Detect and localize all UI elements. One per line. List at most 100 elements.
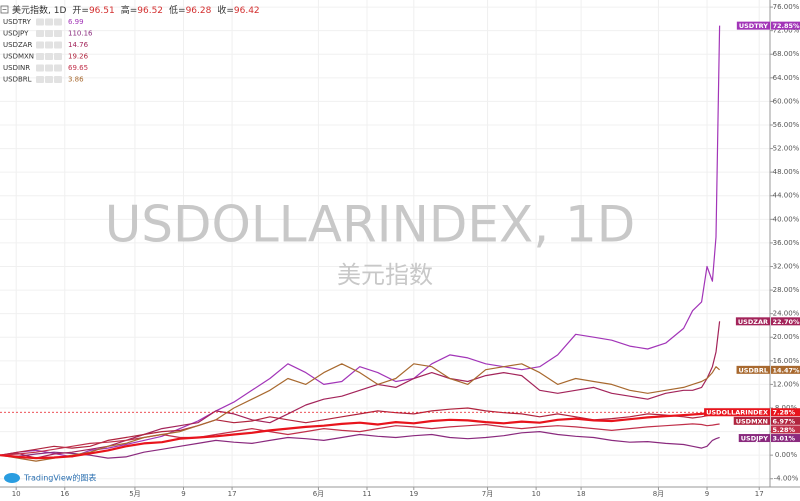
end-label-value: 14.47%	[773, 366, 800, 374]
legend-price: 19.26	[68, 53, 89, 61]
end-label: 7.28% USDOLLARINDEX	[704, 408, 800, 417]
legend-button[interactable]	[54, 64, 62, 72]
y-tick-label: 24.00%	[773, 310, 800, 318]
end-label-name-box	[736, 365, 770, 374]
end-label-name: USDMXN	[736, 417, 768, 425]
series-line	[0, 407, 720, 456]
legend-button[interactable]	[36, 53, 44, 60]
legend-price: 69.65	[68, 64, 88, 72]
x-tick-label: 6月	[313, 490, 324, 498]
series-line	[0, 423, 720, 456]
end-label-name: USDOLLARINDEX	[706, 409, 768, 417]
legend: USDTRY 6.99 USDJPY 110.16 USDZAR 14.76 USDMXN 1…	[3, 18, 93, 84]
branding-text: TradingView的图表	[23, 473, 96, 483]
legend-name: USDJPY	[3, 30, 29, 38]
x-tick-label: 17	[228, 490, 237, 498]
x-tick-label: 7月	[482, 490, 493, 498]
y-tick-label: 8.00%	[775, 404, 798, 412]
series-line	[0, 321, 721, 459]
y-tick-label: 36.00%	[773, 239, 800, 247]
legend-price: 3.86	[68, 76, 84, 84]
y-tick-label: 76.00%	[773, 3, 800, 11]
y-tick-label: 72.00%	[773, 27, 800, 35]
legend-button[interactable]	[45, 41, 53, 49]
y-tick-label: 52.00%	[773, 145, 800, 153]
legend-price: 6.99	[68, 18, 84, 26]
end-label: 3.01% USDJPY	[738, 434, 800, 443]
header-text: 美元指数, 1D 开=96.51 高=96.52 低=96.28 收=96.42	[12, 4, 260, 16]
y-tick-label: 16.00%	[773, 357, 800, 365]
legend-button[interactable]	[36, 41, 44, 49]
ohlc-label: 低=	[169, 4, 186, 16]
ohlc-value: 96.42	[234, 6, 260, 16]
legend-button[interactable]	[45, 76, 53, 83]
y-tick-label: 0.00%	[775, 451, 798, 459]
legend-price: 110.16	[68, 30, 93, 38]
watermark: USDOLLARINDEX, 1D	[105, 196, 636, 254]
ohlc-label: 高=	[121, 4, 138, 16]
end-label-value: 72.85%	[773, 22, 800, 30]
x-tick-label: 9	[705, 490, 709, 498]
x-tick-label: 10	[12, 490, 21, 498]
legend-button[interactable]	[54, 41, 62, 49]
x-tick-label: 9	[181, 490, 185, 498]
symbol: 美元指数, 1D	[12, 4, 66, 16]
header: 美元指数, 1D 开=96.51 高=96.52 低=96.28 收=96.42	[12, 4, 260, 16]
end-label-name: USDJPY	[741, 435, 769, 443]
end-label-box	[771, 416, 800, 425]
legend-button[interactable]	[54, 18, 62, 26]
end-label: 22.70% USDZAR	[735, 317, 800, 326]
legend-button[interactable]	[36, 76, 44, 83]
ohlc-label: 收=	[217, 4, 234, 16]
legend-name: USDMXN	[3, 53, 34, 61]
legend-button[interactable]	[54, 76, 62, 83]
legend-button[interactable]	[45, 64, 53, 72]
series-line	[0, 363, 720, 462]
end-labels: 72.85% USDTRY 3.01% USDJPY 22.70% USDZAR 6.97%…	[704, 21, 800, 443]
legend-price: 14.76	[68, 41, 89, 49]
x-tick-label: 18	[577, 490, 586, 498]
x-tick-label: 16	[60, 490, 69, 498]
x-tick-label: 5月	[129, 490, 140, 498]
end-label-value: 5.28%	[773, 426, 796, 434]
legend-button[interactable]	[45, 53, 53, 60]
end-label-box	[771, 425, 800, 434]
end-label-name: USDBRL	[739, 366, 768, 374]
series-line	[0, 431, 720, 459]
y-tick-label: 40.00%	[773, 215, 800, 223]
legend-button[interactable]	[36, 18, 44, 26]
x-tick-label: 8月	[653, 490, 664, 498]
plot	[0, 25, 770, 462]
end-label-box	[771, 21, 800, 30]
ohlc-value: 96.28	[186, 6, 212, 16]
end-label-name-box	[735, 317, 770, 326]
end-label-name-box	[704, 408, 770, 417]
legend-button[interactable]	[45, 18, 53, 26]
legend-name: USDZAR	[3, 41, 33, 49]
end-label-name: USDTRY	[739, 22, 768, 30]
y-tick-label: 68.00%	[773, 50, 800, 58]
y-tick-label: 56.00%	[773, 121, 800, 129]
y-tick-label: 32.00%	[773, 262, 800, 270]
x-tick-label: 10	[532, 490, 541, 498]
series-line	[0, 25, 721, 458]
end-label: 6.97% USDMXN	[733, 416, 800, 425]
end-label-value: 3.01%	[773, 435, 796, 443]
end-label: 14.47% USDBRL	[736, 365, 800, 374]
collapse-icon[interactable]	[0, 5, 9, 14]
legend-button[interactable]	[45, 30, 53, 37]
legend-button[interactable]	[54, 53, 62, 60]
end-label-name-box	[736, 21, 770, 30]
y-tick-label: 60.00%	[773, 97, 800, 105]
end-label-name-box	[738, 434, 770, 443]
y-tick-label: 44.00%	[773, 192, 800, 200]
legend-button[interactable]	[54, 30, 62, 37]
branding: TradingView的图表	[4, 473, 96, 483]
legend-button[interactable]	[36, 30, 44, 37]
end-label-name-box	[733, 416, 770, 425]
end-label: 5.28%	[771, 425, 800, 434]
x-tick-label: 17	[755, 490, 764, 498]
legend-button[interactable]	[36, 64, 44, 72]
